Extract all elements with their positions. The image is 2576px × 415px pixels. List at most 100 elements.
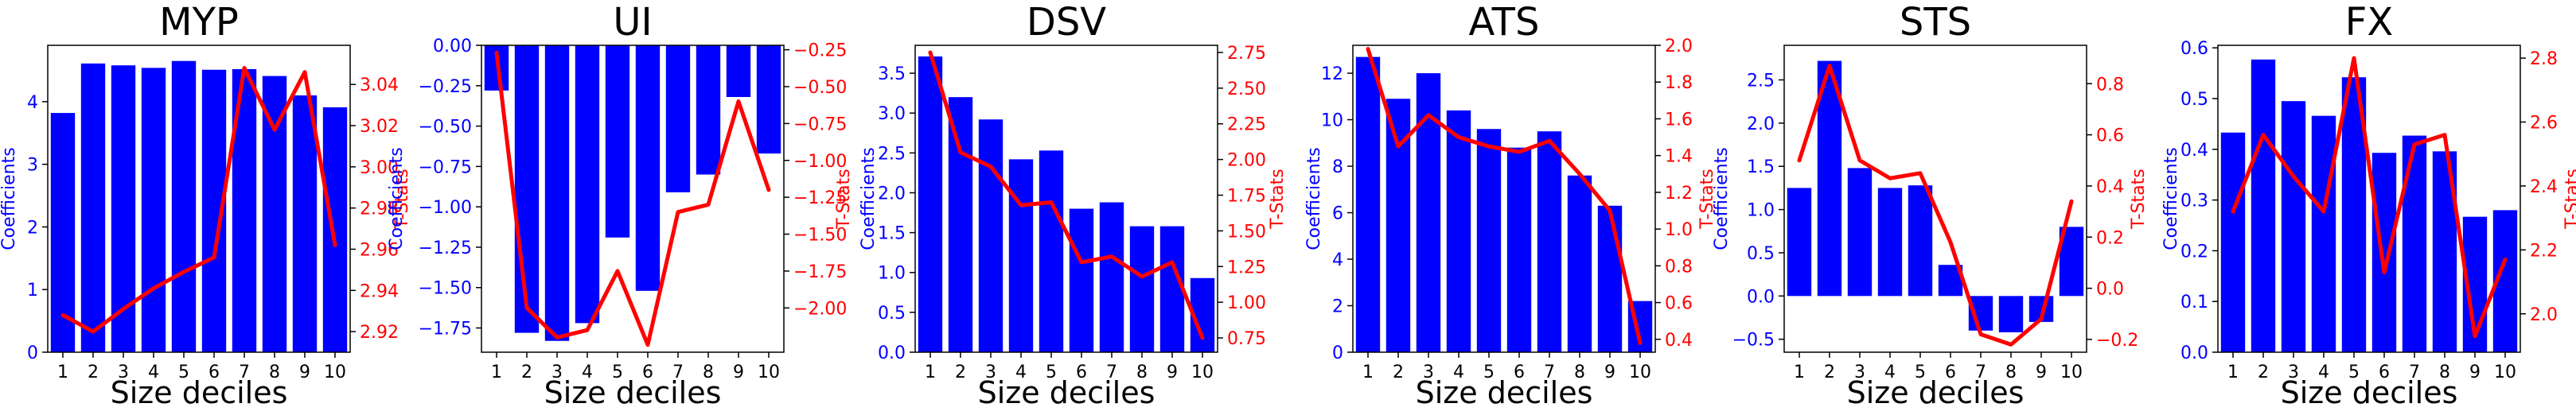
bar (1908, 185, 1933, 297)
x-tick-label: 3 (551, 363, 563, 382)
y-tick-label: −1.00 (419, 198, 472, 218)
x-tick-label: 4 (148, 363, 159, 382)
bar (1446, 110, 1471, 352)
bar (2402, 135, 2427, 352)
x-tick-label: 3 (118, 363, 129, 382)
x-tick-label: 2 (521, 363, 532, 382)
x-tick-label: 1 (491, 363, 502, 382)
x-axis-label: Size deciles (544, 375, 722, 410)
y2-tick-label: −0.50 (793, 78, 847, 98)
x-tick-label: 9 (2036, 363, 2047, 382)
y2-tick-label: −2.00 (793, 299, 847, 319)
bar (1069, 208, 1094, 352)
plot-frame (47, 45, 351, 353)
y-tick-label: 4 (1332, 250, 1343, 270)
bar (322, 107, 348, 353)
bar (1008, 159, 1034, 352)
y-tick-label: 2 (1332, 297, 1343, 317)
y-tick-label: 6 (1332, 204, 1343, 224)
y2-tick-label: 2.8 (2530, 49, 2558, 69)
x-tick-label: 8 (703, 363, 714, 382)
x-tick-label: 5 (1483, 363, 1495, 382)
y2-tick-label: 0.8 (1665, 257, 1693, 277)
x-tick-label: 7 (1106, 363, 1117, 382)
y-tick-label: 0.5 (2180, 90, 2208, 110)
y-axis-label: Coefficients (0, 147, 19, 250)
bar (80, 63, 106, 352)
bar (1506, 147, 1532, 353)
y-tick-label: 4 (27, 93, 38, 113)
x-tick-label: 6 (208, 363, 220, 382)
y-tick-label: 0.1 (2180, 293, 2208, 312)
bar (292, 95, 318, 353)
y-tick-label: 1.0 (878, 264, 906, 284)
x-tick-label: 6 (642, 363, 653, 382)
y2-tick-label: −1.00 (793, 152, 847, 172)
y2-tick-label: 2.25 (1227, 115, 1266, 135)
tstat-line (928, 50, 1205, 340)
x-tick-label: 8 (2439, 363, 2450, 382)
bar (665, 45, 691, 192)
y-tick-label: 1.5 (1747, 157, 1775, 177)
x-tick-label: 9 (733, 363, 744, 382)
x-tick-label: 8 (1574, 363, 1585, 382)
x-tick-label: 8 (269, 363, 280, 382)
panel-title: FX (2345, 0, 2394, 45)
bar (2251, 59, 2276, 353)
x-tick-label: 8 (2005, 363, 2017, 382)
chart-panel: −0.5 0.0 0.5 1.0 1.5 2.0 2.5 −0.2 0.0 0.2 0.4 0.6 0.… (1712, 0, 2149, 410)
x-tick-label: 7 (1975, 363, 1986, 382)
y-tick-label: 3.0 (878, 104, 906, 124)
x-axis-label: Size deciles (978, 375, 1155, 410)
y-tick-label: 2.5 (878, 144, 906, 164)
x-tick-label: 5 (178, 363, 189, 382)
x-tick-label: 4 (1884, 363, 1896, 382)
bar (1817, 60, 1842, 297)
plot-frame (914, 45, 1218, 353)
x-tick-label: 5 (1915, 363, 1926, 382)
y2-tick-label: 1.75 (1227, 187, 1266, 207)
bar (948, 97, 973, 353)
y2-tick-label: 1.00 (1227, 293, 1266, 313)
x-tick-label: 1 (2227, 363, 2239, 382)
x-tick-label: 4 (582, 363, 593, 382)
bar (1476, 129, 1502, 352)
bar (262, 76, 287, 352)
y-tick-label: 1.5 (878, 224, 906, 244)
x-tick-label: 10 (2494, 363, 2516, 382)
bar (978, 119, 1004, 353)
bar (171, 60, 197, 352)
bar (918, 56, 943, 352)
y-tick-label: 0.6 (2180, 39, 2208, 59)
y2-tick-label: 3.02 (360, 117, 399, 137)
y2-tick-label: 0.0 (2096, 280, 2124, 300)
y2-axis-label: T-Stats (2129, 169, 2149, 230)
y-axis-label: Coefficients (1304, 147, 1324, 250)
y2-tick-label: 1.25 (1227, 258, 1266, 277)
y-tick-label: 2 (27, 218, 38, 238)
tstat-line (1366, 47, 1643, 345)
x-tick-label: 7 (1544, 363, 1555, 382)
x-tick-label: 1 (925, 363, 936, 382)
x-tick-label: 1 (57, 363, 68, 382)
y2-tick-label: 0.4 (1665, 331, 1693, 351)
x-tick-label: 10 (1629, 363, 1651, 382)
y-tick-label: 0.4 (2180, 141, 2208, 161)
y2-tick-label: −1.25 (793, 188, 847, 208)
x-tick-label: 1 (1362, 363, 1374, 382)
y-tick-label: 0 (1332, 343, 1343, 363)
chart-panel: 0.0 0.1 0.2 0.3 0.4 0.5 0.6 2.0 2.2 2.4 2.6 2.8 1 2 3 4… (2161, 0, 2576, 410)
bar (1159, 226, 1185, 352)
x-tick-label: 8 (1136, 363, 1148, 382)
y-axis-label: Coefficients (859, 147, 879, 250)
y-tick-label: 2.0 (878, 184, 906, 204)
x-tick-label: 1 (1794, 363, 1805, 382)
x-tick-label: 6 (2379, 363, 2390, 382)
bar (635, 45, 661, 291)
y2-tick-label: 2.96 (360, 240, 399, 260)
y2-tick-label: 1.4 (1665, 147, 1693, 167)
y2-tick-label: 2.2 (2530, 241, 2558, 261)
y2-axis-label: T-Stats (1697, 169, 1717, 230)
bar (1877, 188, 1903, 297)
